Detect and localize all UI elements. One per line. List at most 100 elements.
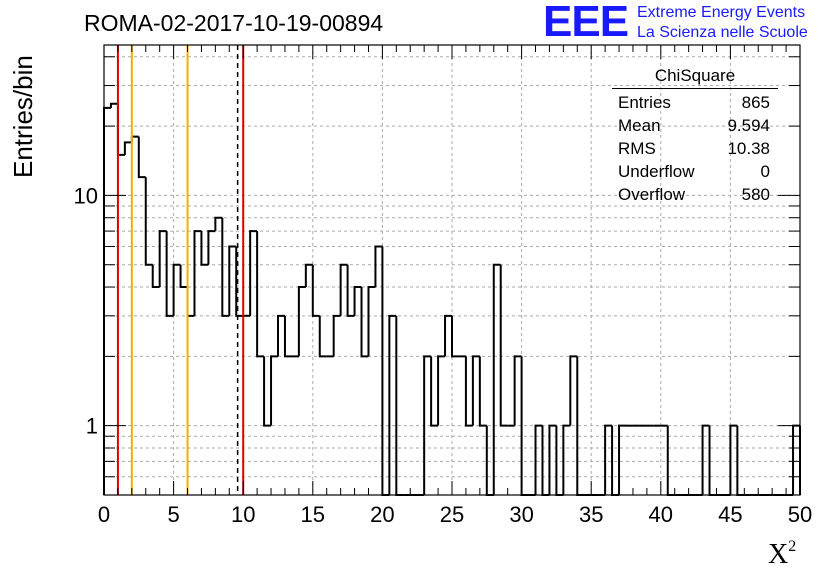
x-tick-label: 20: [370, 502, 394, 527]
stats-value: 580: [741, 185, 770, 204]
histogram-bin: [144, 177, 153, 266]
histogram-bin: [221, 217, 230, 317]
stats-value: 865: [741, 93, 770, 112]
x-axis-label-sup: 2: [788, 538, 797, 555]
histogram-bin: [374, 245, 383, 288]
histogram-bin: [444, 314, 452, 357]
histogram-bin: [130, 135, 139, 143]
stats-label: Overflow: [618, 185, 686, 204]
x-tick-label: 40: [649, 502, 673, 527]
chart-title: ROMA-02-2017-10-19-00894: [84, 10, 384, 36]
stats-row-overflow: Overflow 580: [612, 183, 778, 206]
histogram-bin: [165, 231, 174, 317]
histogram-bin: [207, 230, 216, 265]
histogram-bin: [388, 314, 397, 495]
histogram-bin: [283, 315, 292, 358]
histogram-bin: [318, 315, 327, 358]
stats-row-entries: Entries 865: [612, 91, 778, 114]
histogram-bin: [228, 245, 237, 316]
histogram-bin: [151, 264, 160, 289]
x-axis-label: X2: [768, 538, 796, 571]
histogram-bin: [701, 424, 710, 495]
stats-title: ChiSquare: [612, 66, 778, 89]
axis-ticks: [103, 45, 801, 496]
stats-value: 0: [760, 162, 770, 181]
histogram-bin: [729, 424, 738, 495]
histogram-bin: [339, 263, 348, 316]
histogram-bin: [562, 424, 571, 495]
stats-label: Mean: [618, 116, 661, 135]
x-tick-label: 5: [167, 502, 179, 527]
histogram-bin: [604, 424, 613, 495]
histogram-bin: [353, 286, 362, 316]
logo-line2: La Scienza nelle Scuole: [637, 24, 808, 41]
stats-row-underflow: Underflow 0: [612, 160, 778, 183]
histogram-bin: [123, 141, 132, 155]
histogram-bin: [464, 356, 473, 427]
histogram-bin: [513, 355, 522, 426]
histogram-bin: [109, 102, 118, 108]
stats-box: ChiSquare Entries 865 Mean 9.594 RMS 10.38 …: [612, 66, 778, 206]
x-tick-label: 10: [231, 502, 255, 527]
stats-label: Underflow: [618, 162, 695, 181]
histogram-bin: [270, 355, 278, 426]
histogram-bin: [430, 356, 439, 427]
histogram-bin: [534, 424, 543, 495]
histogram-bin: [478, 356, 487, 427]
x-tick-label: 35: [579, 502, 603, 527]
histogram-bin: [304, 263, 313, 288]
histogram-bin: [437, 355, 446, 426]
histogram-bin: [381, 246, 390, 496]
histogram-bin: [193, 230, 202, 316]
histogram-bin: [200, 231, 209, 266]
histogram-bin: [451, 315, 459, 358]
x-tick-label: 25: [440, 502, 464, 527]
histogram-bin: [499, 264, 508, 427]
histogram-bin: [116, 103, 125, 156]
histogram-bin: [395, 315, 404, 496]
y-tick-label: 10: [74, 183, 98, 208]
histogram-bin: [137, 136, 146, 179]
x-tick-label: 45: [718, 502, 742, 527]
x-tick-label: 0: [98, 502, 110, 527]
stats-row-mean: Mean 9.594: [612, 114, 778, 137]
histogram-bin: [492, 263, 501, 495]
stats-row-rms: RMS 10.38: [612, 137, 778, 160]
histogram-bin: [423, 355, 432, 495]
histogram-bin: [103, 106, 111, 495]
histogram-bin: [172, 263, 181, 316]
histogram-bin: [471, 355, 480, 426]
reference-lines: [116, 45, 245, 495]
histogram-bin: [346, 264, 355, 317]
histogram-bin: [618, 424, 626, 495]
stats-label: RMS: [618, 139, 656, 158]
y-axis-label: Entries/bin: [8, 55, 38, 178]
y-tick-label: 1: [86, 414, 98, 439]
stats-label: Entries: [618, 93, 671, 112]
x-tick-label: 15: [301, 502, 325, 527]
histogram-bin: [235, 246, 244, 317]
histogram-bin: [256, 231, 265, 358]
x-axis-label-main: X: [768, 539, 789, 570]
histogram-bin: [548, 424, 557, 495]
logo-line1: Extreme Energy Events: [637, 4, 806, 21]
stats-value: 10.38: [727, 139, 770, 158]
histogram-bin: [569, 355, 578, 426]
histogram-bin: [263, 356, 272, 427]
histogram-bin: [214, 216, 223, 232]
histogram-bin: [158, 230, 167, 288]
stats-value: 9.594: [727, 116, 770, 135]
x-tick-label: 30: [509, 502, 533, 527]
histogram-bin: [311, 264, 320, 317]
histogram-bin: [179, 264, 188, 289]
histogram-bin: [186, 287, 195, 317]
histogram-bin: [367, 286, 376, 357]
histogram-bin: [277, 314, 285, 357]
histogram-bin: [332, 314, 341, 357]
histogram-bin: [297, 286, 306, 357]
eee-logo: EEE: [543, 0, 629, 46]
x-tick-label: 50: [788, 502, 812, 527]
axis-tick-labels: 0 5 10 15 20 25 30 35 40 45 50 1 10: [74, 183, 813, 527]
histogram-bin: [360, 287, 369, 358]
